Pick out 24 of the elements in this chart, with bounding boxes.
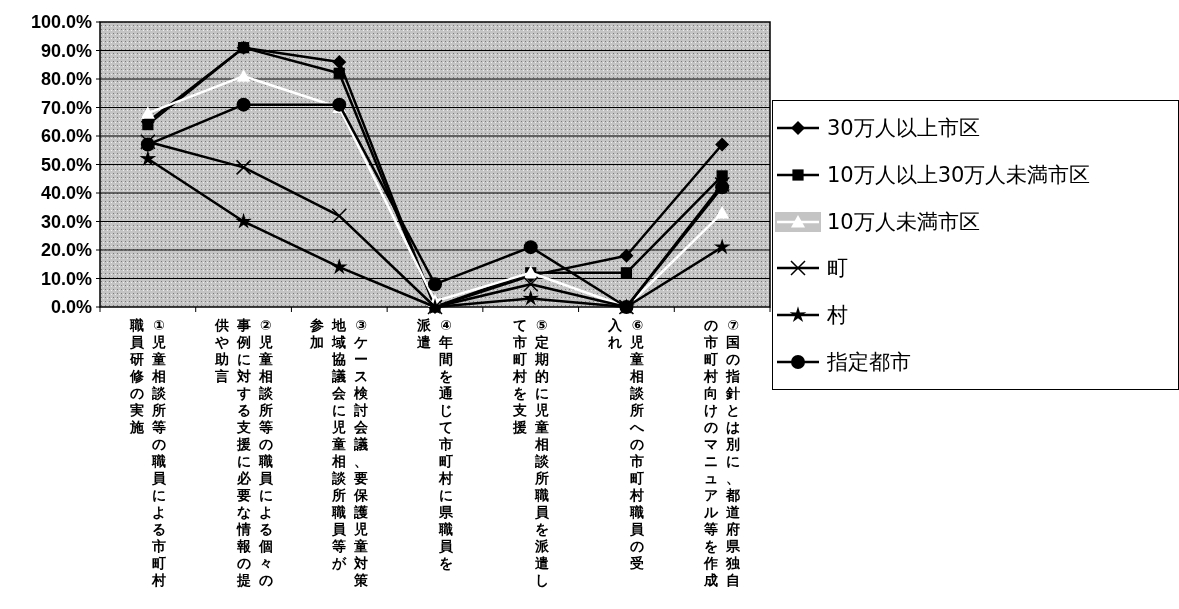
y-tick-label: 60.0% [40, 126, 92, 146]
y-tick-label: 80.0% [40, 69, 92, 89]
y-tick-label: 90.0% [40, 40, 92, 61]
y-tick-label: 20.0% [40, 240, 92, 260]
y-tick-label: 50.0% [40, 154, 92, 175]
legend-label: 30万人以上市区 [827, 115, 980, 143]
y-tick-label: 40.0% [40, 183, 92, 203]
category-label: ④年間を通じて市町村に県職員を派遣 [417, 317, 453, 571]
y-tick-label: 30.0% [40, 211, 92, 232]
category-label: ⑤定期的に児童相談所職員を派遣して市町村を支援 [512, 317, 549, 588]
category-label: ②児童相談所等の職員による個々の事例に対する支援に必要な情報の提供や助言 [214, 317, 273, 588]
legend-label: 村 [827, 301, 848, 329]
category-label: ⑥児童相談所への市町村職員の受入れ [608, 317, 645, 571]
category-label: ①児童相談所等の職員による市町村職員研修の実施 [129, 317, 166, 588]
y-tick-label: 0.0% [50, 297, 92, 317]
category-label: ⑦国の指針とは別に、都道府県独自の市町村向けのマニュアル等を作成 [704, 317, 741, 588]
y-tick-label: 10.0% [40, 268, 92, 289]
y-tick-label: 70.0% [40, 97, 92, 118]
legend-label: 10万人以上30万人未満市区 [827, 162, 1091, 189]
y-tick-label: 100.0% [30, 12, 92, 32]
legend-label: 町 [827, 255, 848, 283]
legend-label: 指定都市 [827, 348, 911, 376]
category-label: ③ケース検討会議、要保護児童対策地域協議会に児童相談所職員等が参加 [310, 317, 369, 588]
legend-label: 10万人未満市区 [827, 208, 980, 236]
